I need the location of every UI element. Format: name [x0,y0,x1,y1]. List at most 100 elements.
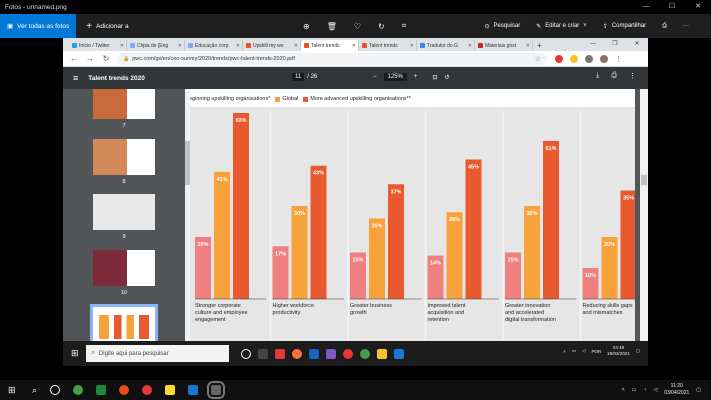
app-icon[interactable] [325,348,336,359]
chrome-icon[interactable] [359,348,370,359]
maximize-button[interactable]: ☐ [668,3,676,10]
word-icon[interactable] [188,385,199,395]
tray-arrow-icon[interactable]: ˄ [563,348,566,354]
pdf-scrollbar[interactable] [640,89,648,341]
profile-avatar[interactable] [600,54,608,63]
delete-icon[interactable]: 🗑 [326,21,337,31]
more-icon[interactable]: ··· [683,23,689,29]
photos-app-icon[interactable] [207,381,226,399]
volume-icon[interactable]: ◁ [653,387,658,393]
print-pdf-icon[interactable]: ⎙ [611,72,617,79]
rotate-icon[interactable]: ↻ [378,21,385,31]
tab-close-icon[interactable]: ✕ [467,42,472,49]
explorer-icon[interactable] [376,348,387,359]
menu-hamburger-icon[interactable]: ≡ [73,73,79,83]
fit-page-icon[interactable]: ⊡ [432,74,438,81]
excel-icon[interactable] [96,385,107,395]
page-thumbnail[interactable] [93,139,155,175]
page-number-input[interactable]: 11 [292,73,305,81]
zoom-level-input[interactable]: 125% [383,73,407,81]
new-tab-button[interactable]: + [537,41,542,50]
cortana-icon[interactable] [50,385,61,395]
windows-start-icon[interactable]: ⊞ [71,348,79,358]
browser-tab[interactable]: Tradutor do G ✕ [417,40,475,51]
explorer-icon[interactable] [165,385,176,395]
task-view-icon[interactable] [257,348,268,359]
zoom-in-icon[interactable]: + [413,74,418,80]
close-button[interactable]: ✕ [695,3,701,10]
word-icon[interactable] [393,348,404,359]
page-thumbnail[interactable] [90,304,158,341]
forward-icon[interactable]: → [86,54,94,63]
tray-arrow-icon[interactable]: ˄ [621,387,625,393]
clock[interactable]: 11:20 03/04/2021 [664,383,689,397]
favorite-icon[interactable]: ♡ [353,21,362,31]
search-icon[interactable]: ⌕ [32,384,38,395]
inner-search-box[interactable]: ⌕ Digite aqui para pesquisar [85,345,229,362]
cortana-icon[interactable] [240,348,251,359]
sidebar-scrollbar[interactable] [185,89,190,341]
tab-close-icon[interactable]: ✕ [293,42,298,49]
browser-restore-button[interactable]: ❐ [612,41,618,47]
tab-close-icon[interactable]: ✕ [525,42,530,49]
category-label: productivity [273,310,301,316]
zoom-in-icon[interactable]: ⊕ [303,21,310,31]
browser-tab[interactable]: Talent trends ✕ [359,40,417,51]
start-icon[interactable]: ⊞ [8,384,16,395]
download-icon[interactable]: ⤓ [596,72,600,79]
scrollbar-thumb[interactable] [641,175,647,185]
photoshop-icon[interactable] [308,348,319,359]
browser-close-button[interactable]: ✕ [634,41,640,47]
browser-tab[interactable]: Materiais gost ✕ [475,40,533,51]
firefox-icon[interactable] [119,385,130,395]
opera-icon[interactable] [342,348,353,359]
inner-lang[interactable]: POR [591,348,602,354]
opera-extension-icon[interactable] [555,54,563,63]
chrome-icon[interactable] [73,385,84,395]
minimize-button[interactable]: — [642,3,650,10]
page-thumbnail[interactable] [93,250,155,286]
tab-close-icon[interactable]: ✕ [409,42,414,49]
wifi-icon[interactable]: ◔ [643,387,647,393]
browser-tab[interactable]: Clipia de [Eng ✕ [127,40,185,51]
volume-icon[interactable]: ◁ [581,348,586,353]
puzzle-icon[interactable] [585,54,593,63]
battery-icon[interactable]: ▭ [631,387,637,393]
reload-icon[interactable]: ↻ [102,54,110,63]
network-icon[interactable]: ▭ [571,348,576,353]
notifications-icon[interactable]: ▢ [696,387,701,393]
firefox-icon[interactable] [291,348,302,359]
add-to-button[interactable]: + Adicionar a [86,21,128,32]
edit-create-button[interactable]: ✎ Editar e criar ˅ [536,23,587,30]
print-icon[interactable]: ⎙ [662,22,667,29]
bookmark-star-icon[interactable]: ☆ [534,55,541,63]
tab-close-icon[interactable]: ✕ [119,42,124,49]
tab-close-icon[interactable]: ✕ [177,42,182,49]
browser-tab[interactable]: Upskill my wo ✕ [243,40,301,51]
filezilla-icon[interactable] [274,348,285,359]
page-thumbnail[interactable] [93,194,155,230]
browser-tab[interactable]: Talent trends ✕ [301,40,359,51]
search-button[interactable]: ⊙ Pesquisar [485,23,521,30]
tab-close-icon[interactable]: ✕ [351,42,356,49]
page-thumbnail[interactable] [93,89,155,119]
menu-icon[interactable]: ⋮ [615,54,622,63]
share-button[interactable]: ⇪ Compartilhar [603,23,646,30]
crop-icon[interactable]: ⌗ [401,21,407,30]
rotate-page-icon[interactable]: ↺ [444,74,450,81]
zoom-out-icon[interactable]: − [373,74,377,80]
tab-close-icon[interactable]: ✕ [235,42,240,49]
notifications-icon[interactable]: ▢ [635,348,640,353]
sidebar-scrollbar-thumb[interactable] [185,141,190,185]
browser-minimize-button[interactable]: — [590,41,596,47]
opera-icon[interactable] [142,385,153,395]
url-field[interactable]: 🔒 pwc.com/gx/en/ceo-survey/2020/trends/p… [117,52,547,65]
browser-tab[interactable]: Início / Twitter ✕ [69,40,127,51]
pdf-more-icon[interactable]: ⋮ [629,73,636,80]
url-text: pwc.com/gx/en/ceo-survey/2020/trends/pwc… [132,55,295,62]
see-all-photos-button[interactable]: ▣ Ver todas as fotos [0,14,77,38]
inner-clock[interactable]: 04:48 28/02/2021 [607,345,630,357]
browser-tab[interactable]: Educação corp ✕ [185,40,243,51]
extension-icon[interactable] [570,54,578,63]
back-icon[interactable]: ← [70,54,78,63]
